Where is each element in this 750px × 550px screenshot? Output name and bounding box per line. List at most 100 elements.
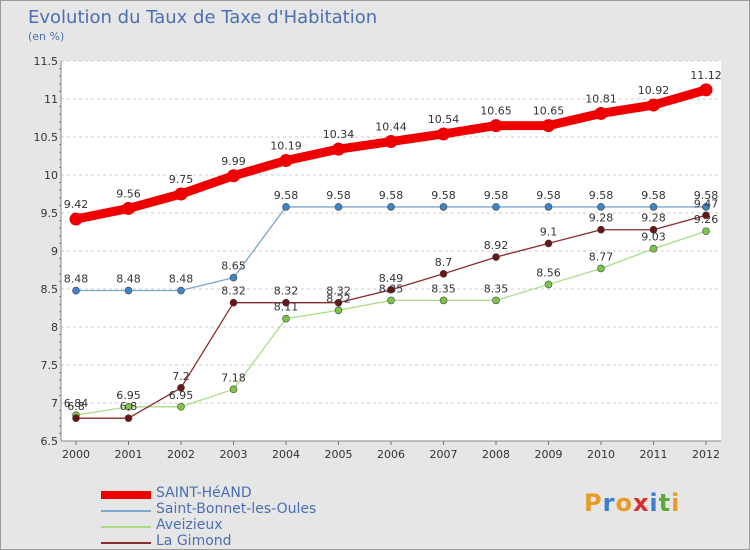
data-label-aveizieux: 8.56 bbox=[536, 266, 561, 279]
series-la-gimond bbox=[72, 211, 710, 423]
logo-letter: i bbox=[671, 489, 681, 517]
data-label-saint-heand: 9.75 bbox=[169, 173, 194, 186]
data-point-saint-heand bbox=[122, 201, 135, 215]
logo-letter: t bbox=[658, 489, 672, 517]
x-tick-label: 2004 bbox=[272, 448, 300, 461]
x-tick-label: 2007 bbox=[430, 448, 458, 461]
y-tick-label: 7.5 bbox=[41, 359, 59, 372]
x-tick-label: 2010 bbox=[587, 448, 615, 461]
data-point-saint-heand bbox=[227, 169, 240, 183]
data-label-la-gimond: 7.2 bbox=[172, 370, 190, 383]
chart-title: Evolution du Taux de Taxe d'Habitation bbox=[28, 7, 378, 28]
data-point-saint-heand bbox=[437, 127, 450, 141]
data-point-aveizieux bbox=[334, 306, 343, 315]
data-point-saint-bonnet-les-oules bbox=[229, 273, 238, 282]
data-label-saint-heand: 11.12 bbox=[690, 69, 722, 82]
data-point-aveizieux bbox=[177, 402, 185, 411]
data-label-saint-bonnet-les-oules: 8.65 bbox=[221, 260, 246, 273]
data-point-saint-heand bbox=[279, 154, 293, 168]
x-tick-label: 2006 bbox=[377, 448, 405, 461]
series-saint-bonnet-les-oules bbox=[72, 203, 710, 295]
data-label-saint-bonnet-les-oules: 9.58 bbox=[274, 189, 299, 202]
data-point-saint-bonnet-les-oules bbox=[439, 203, 448, 211]
data-label-la-gimond: 9.28 bbox=[589, 212, 614, 225]
data-point-saint-heand bbox=[542, 119, 555, 133]
data-point-saint-heand bbox=[594, 106, 608, 120]
data-label-saint-heand: 10.34 bbox=[323, 128, 355, 141]
data-point-saint-heand bbox=[69, 212, 83, 226]
data-label-aveizieux: 6.95 bbox=[116, 389, 141, 402]
data-label-saint-heand: 10.81 bbox=[585, 92, 617, 105]
data-point-la-gimond bbox=[229, 298, 238, 307]
data-point-aveizieux bbox=[702, 227, 710, 236]
axis-layer: 6.5 7 7.5 8 8.5 9 9.5 10 10.5 11 11.5 2000 2001 2002 2… bbox=[34, 55, 721, 461]
data-point-saint-bonnet-les-oules bbox=[597, 203, 605, 211]
data-point-la-gimond bbox=[492, 253, 500, 261]
data-point-la-gimond bbox=[544, 239, 553, 248]
data-label-la-gimond: 9.47 bbox=[694, 197, 719, 210]
y-tick-label: 11.5 bbox=[34, 55, 59, 68]
data-label-aveizieux: 8.11 bbox=[274, 301, 299, 314]
data-point-saint-bonnet-les-oules bbox=[649, 203, 658, 211]
data-label-aveizieux: 6.95 bbox=[169, 389, 194, 402]
x-tick-label: 2000 bbox=[62, 448, 90, 461]
grid-layer bbox=[61, 60, 721, 442]
data-label-la-gimond: 8.49 bbox=[379, 272, 404, 285]
data-point-saint-heand bbox=[332, 142, 345, 156]
y-tick-label: 11 bbox=[44, 93, 58, 106]
data-label-la-gimond: 8.7 bbox=[435, 256, 453, 269]
data-label-saint-heand: 10.54 bbox=[428, 113, 460, 126]
data-point-la-gimond bbox=[334, 298, 343, 307]
data-label-aveizieux: 8.35 bbox=[484, 282, 509, 295]
y-tick-label: 9.5 bbox=[41, 207, 59, 220]
y-tick-label: 6.5 bbox=[41, 435, 59, 448]
legend-swatch-la-gimond bbox=[101, 542, 151, 544]
data-label-aveizieux: 8.22 bbox=[326, 292, 351, 305]
data-point-la-gimond bbox=[702, 211, 710, 220]
data-label-saint-bonnet-les-oules: 8.48 bbox=[116, 273, 141, 286]
data-label-la-gimond: 8.92 bbox=[484, 239, 509, 252]
data-point-aveizieux bbox=[229, 385, 238, 394]
legend-swatch-saint-heand bbox=[101, 491, 151, 499]
data-point-saint-heand bbox=[489, 119, 503, 133]
data-label-la-gimond: 6.8 bbox=[67, 400, 85, 413]
data-label-saint-bonnet-les-oules: 8.48 bbox=[64, 273, 89, 286]
x-tick-label: 2008 bbox=[482, 448, 510, 461]
data-point-saint-bonnet-les-oules bbox=[702, 203, 710, 211]
data-label-la-gimond: 9.1 bbox=[540, 225, 558, 238]
data-point-aveizieux bbox=[649, 244, 658, 253]
data-label-la-gimond: 8.32 bbox=[221, 285, 246, 298]
legend-label-la-gimond: La Gimond bbox=[156, 533, 232, 549]
y-tick-label: 10.5 bbox=[34, 131, 59, 144]
data-label-saint-heand: 10.44 bbox=[375, 121, 407, 134]
data-label-la-gimond: 9.28 bbox=[641, 212, 666, 225]
data-label-saint-bonnet-les-oules: 9.58 bbox=[589, 189, 614, 202]
data-point-aveizieux bbox=[544, 280, 553, 289]
data-label-saint-bonnet-les-oules: 9.58 bbox=[484, 189, 509, 202]
data-point-saint-heand bbox=[174, 187, 188, 201]
data-point-la-gimond bbox=[649, 225, 658, 234]
data-point-saint-heand bbox=[699, 83, 713, 97]
data-label-saint-bonnet-les-oules: 9.58 bbox=[431, 189, 456, 202]
data-point-aveizieux bbox=[597, 264, 605, 273]
data-label-aveizieux: 6.84 bbox=[64, 397, 89, 410]
x-tick-label: 2009 bbox=[535, 448, 563, 461]
data-point-la-gimond bbox=[177, 383, 185, 392]
data-point-la-gimond bbox=[72, 414, 80, 423]
legend-label-saint-bonnet-les-oules: Saint-Bonnet-les-Oules bbox=[156, 501, 317, 517]
y-tick-label: 9 bbox=[51, 245, 58, 258]
data-label-la-gimond: 6.8 bbox=[120, 400, 138, 413]
data-point-aveizieux bbox=[124, 402, 133, 411]
x-tick-label: 2005 bbox=[325, 448, 353, 461]
logo-letter: r bbox=[602, 489, 616, 517]
data-label-saint-bonnet-les-oules: 9.58 bbox=[379, 189, 404, 202]
legend-label-saint-heand: SAINT-HéAND bbox=[156, 485, 252, 501]
legend-swatch-aveizieux bbox=[101, 526, 151, 528]
data-label-saint-bonnet-les-oules: 9.58 bbox=[641, 189, 666, 202]
data-label-saint-heand: 10.19 bbox=[270, 140, 302, 153]
data-label-la-gimond: 8.32 bbox=[326, 285, 351, 298]
data-point-aveizieux bbox=[439, 296, 448, 305]
data-label-saint-heand: 10.65 bbox=[480, 105, 512, 118]
